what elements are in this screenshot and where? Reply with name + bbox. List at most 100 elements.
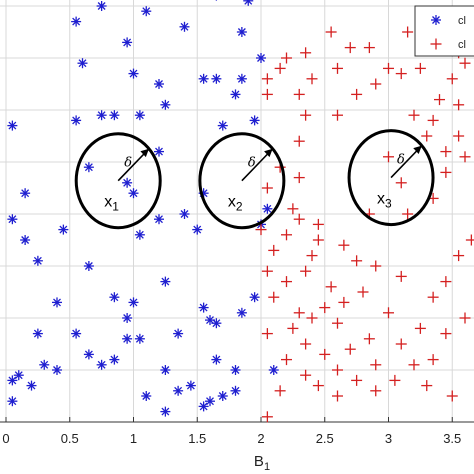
point-plus [332,317,343,329]
point-asterisk [141,391,152,401]
x-tick-label: 3 [385,431,392,446]
point-label: x3 [377,191,392,211]
point-plus [446,390,458,402]
point-asterisk [154,146,164,157]
neighborhood-circle [347,129,435,227]
point-asterisk [128,68,139,79]
point-plus [312,218,324,230]
point-plus [300,369,312,381]
point-plus [440,166,452,178]
point-plus [274,62,286,74]
point-asterisk [160,406,171,417]
annotations: δ x1 δ x2 δ x3 [74,129,435,230]
point-plus [338,296,350,308]
point-plus [332,62,343,74]
legend-box [414,5,474,57]
point-plus [351,88,363,100]
point-asterisk [262,203,273,214]
point-plus [293,88,305,100]
point-asterisk [211,73,222,84]
point-asterisk [230,385,241,396]
point-label-sub: 1 [112,200,119,214]
point-plus [300,338,312,350]
point-plus [332,109,343,121]
point-asterisk [32,328,43,339]
x-tick-label: 1.5 [188,431,206,446]
point-plus [261,182,273,194]
delta-label: δ [397,153,405,168]
point-plus [453,130,465,142]
point-plus [408,359,420,371]
point-plus [351,255,363,267]
point-asterisk [236,307,247,318]
point-asterisk [96,359,107,370]
point-plus [293,172,305,184]
point-plus [427,114,439,126]
point-plus [306,73,318,85]
point-asterisk [192,224,203,235]
x-axis-label-main: B [254,453,264,470]
point-plus [281,52,292,64]
point-plus [434,94,445,106]
point-asterisk [134,229,145,240]
point-plus [300,47,312,59]
point-asterisk [134,110,145,121]
point-plus [281,354,292,366]
point-asterisk [109,292,120,303]
point-plus [332,364,343,376]
x-tick-label: 0.5 [61,431,79,446]
point-plus [312,234,324,246]
point-asterisk [268,365,279,375]
point-asterisk [198,401,209,412]
point-plus [459,57,471,69]
x-axis-label-sub: 1 [264,461,270,473]
point-plus [293,307,305,319]
point-plus [351,374,363,386]
point-asterisk [211,354,222,365]
point-asterisk [83,349,94,360]
point-plus [357,286,369,298]
point-plus [332,390,343,402]
point-asterisk [173,328,184,339]
point-asterisk [122,313,133,323]
point-plus [312,380,324,392]
point-asterisk [83,261,94,271]
point-plus [395,270,407,282]
point-plus [261,88,273,100]
x-axis-label: B1 [254,453,270,473]
delta-label: δ [248,156,256,171]
point-label-main: x [228,194,236,211]
point-plus [306,250,318,262]
point-label-sub: 3 [385,197,392,211]
point-asterisk [141,6,152,17]
neighborhood-circle [198,132,286,230]
point-plus [287,322,299,334]
point-plus [459,151,471,163]
point-label: x1 [104,194,119,214]
point-asterisk [230,89,241,100]
delta-label: δ [124,156,132,171]
point-asterisk [7,396,18,407]
point-asterisk [179,21,190,32]
point-plus [446,73,458,85]
point-asterisk [122,333,133,344]
x-tick-label: 2 [257,431,264,446]
point-asterisk [185,380,196,391]
x-tick-labels: 0 0.5 1 1.5 2 2.5 3 3.5 [2,431,461,446]
point-asterisk [128,188,139,199]
point-plus [453,250,465,262]
point-asterisk [154,79,164,89]
point-plus [430,38,442,50]
point-label-sub: 2 [236,200,243,214]
point-asterisk [128,297,139,308]
point-asterisk [236,73,247,84]
point-asterisk [7,120,18,131]
point-asterisk [39,359,50,370]
point-asterisk [160,365,171,375]
point-plus [306,312,318,324]
point-plus [395,338,407,350]
point-asterisk [20,188,31,199]
legend-label: cl [458,39,466,51]
